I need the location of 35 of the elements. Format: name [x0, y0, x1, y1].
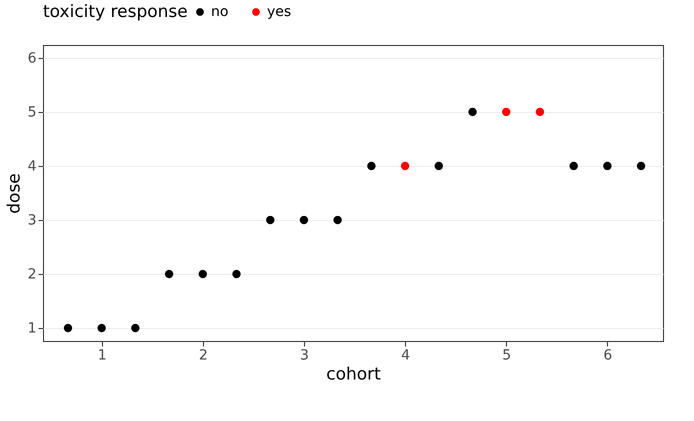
point [97, 324, 106, 332]
x-tick-label: 2 [198, 348, 208, 364]
point [300, 216, 308, 224]
x-tick-label: 4 [401, 348, 410, 364]
point [232, 270, 241, 278]
point [333, 216, 342, 224]
y-axis-title: dose [4, 173, 25, 214]
x-axis-title: cohort [326, 364, 382, 384]
point [603, 162, 612, 170]
point [64, 324, 72, 332]
point [266, 216, 274, 224]
y-tick-label: 3 [28, 212, 36, 229]
x-tick-label: 1 [98, 348, 107, 364]
legend-label: no [211, 4, 228, 20]
y-tick-label: 5 [28, 104, 36, 120]
point [367, 162, 376, 170]
point [400, 162, 410, 170]
point [164, 270, 174, 278]
point [536, 108, 544, 116]
point [131, 324, 140, 332]
y-tick-label: 4 [28, 158, 37, 174]
x-tick-label: 5 [502, 348, 512, 364]
x-tick-label: 6 [603, 348, 612, 364]
point [198, 270, 207, 278]
y-tick-label: 2 [28, 266, 36, 283]
point [636, 162, 646, 170]
y-tick-label: 6 [28, 50, 37, 66]
point [468, 108, 477, 116]
legend-title: toxicity response [43, 2, 188, 22]
point [570, 162, 578, 170]
legend-label: yes [267, 4, 292, 20]
point [434, 162, 443, 170]
y-tick-label: 1 [28, 320, 36, 337]
point [502, 108, 510, 116]
x-tick-label: 3 [300, 348, 309, 364]
